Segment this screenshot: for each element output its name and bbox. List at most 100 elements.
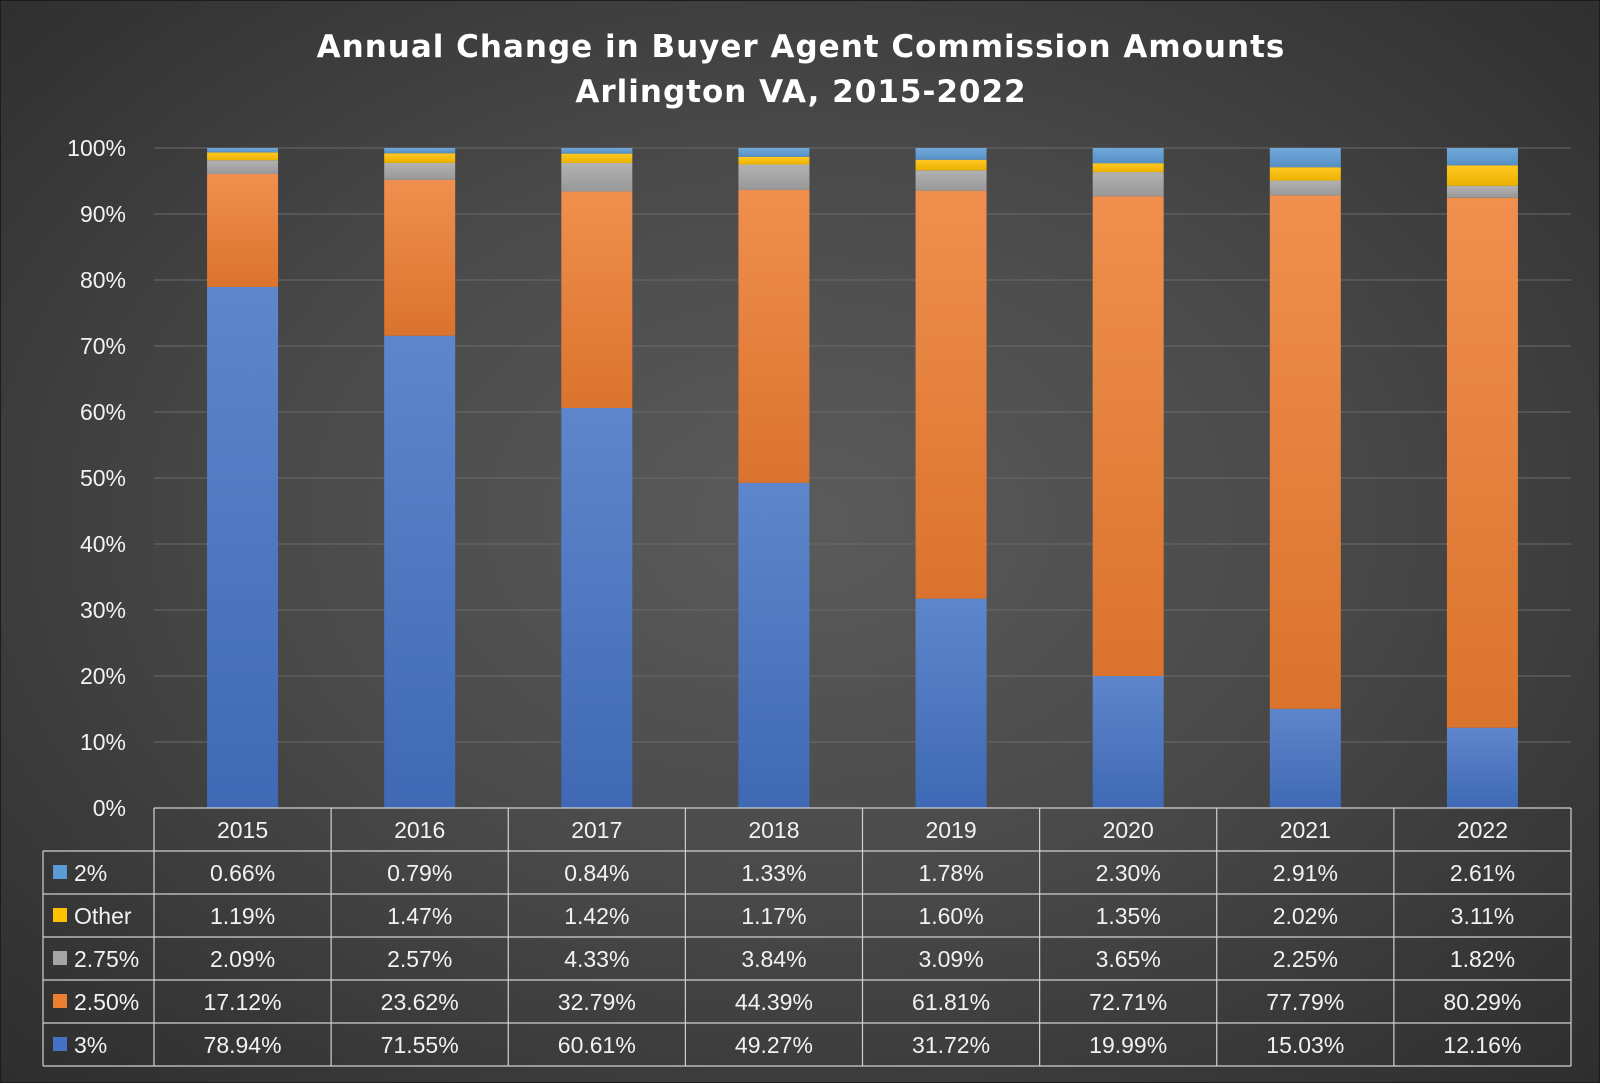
bar-segment-2017-2-50pct (561, 191, 633, 408)
bar-segment-2018-2-75pct (738, 164, 810, 190)
legend-key-2-75pct (53, 951, 67, 965)
x-category-label: 2020 (1103, 817, 1154, 843)
bar-segment-2017-Other (561, 153, 633, 163)
y-tick-label: 10% (80, 729, 126, 755)
bar-segment-2021-2-50pct (1269, 195, 1341, 709)
x-category-label: 2022 (1457, 817, 1508, 843)
data-label: 3.65% (1096, 946, 1161, 972)
data-label: 80.29% (1443, 989, 1521, 1015)
y-tick-label: 0% (93, 795, 126, 821)
data-label: 1.47% (387, 903, 452, 929)
bar-segment-2021-3pct (1269, 708, 1341, 808)
data-label: 4.33% (564, 946, 629, 972)
y-tick-label: 30% (80, 597, 126, 623)
bar-segment-2019-2-75pct (915, 170, 987, 191)
legend-label: 2.75% (74, 946, 139, 972)
bar-segment-2018-2pct (738, 148, 810, 157)
data-label: 49.27% (735, 1032, 813, 1058)
data-label: 1.82% (1450, 946, 1515, 972)
bar-segment-2017-3pct (561, 407, 633, 808)
data-label: 1.17% (741, 903, 806, 929)
bars (207, 148, 1518, 809)
bar-segment-2021-2-75pct (1269, 180, 1341, 196)
data-label: 1.42% (564, 903, 629, 929)
data-label: 71.55% (381, 1032, 459, 1058)
bar-segment-2022-2-50pct (1446, 197, 1518, 728)
x-category-label: 2016 (394, 817, 445, 843)
chart-title: Annual Change in Buyer Agent Commission … (317, 29, 1286, 65)
legend-key-2-50pct (53, 994, 67, 1008)
y-tick-label: 60% (80, 399, 126, 425)
legend-label: 2.50% (74, 989, 139, 1015)
x-category-label: 2015 (217, 817, 268, 843)
x-category-label: 2017 (571, 817, 622, 843)
data-label: 1.78% (918, 860, 983, 886)
bar-segment-2016-3pct (384, 335, 456, 808)
data-label: 60.61% (558, 1032, 636, 1058)
chart-subtitle: Arlington VA, 2015-2022 (575, 74, 1026, 110)
data-label: 3.09% (918, 946, 983, 972)
bar-segment-2022-2pct (1446, 148, 1518, 166)
data-label: 2.91% (1273, 860, 1338, 886)
bar-segment-2019-Other (915, 159, 987, 171)
x-category-label: 2019 (925, 817, 976, 843)
data-label: 2.25% (1273, 946, 1338, 972)
bar-segment-2019-2pct (915, 148, 987, 160)
data-table: 2015 2016 2017 2018 2019 2020 2021 2022 2% 0.66% 0… (42, 807, 1572, 1067)
legend-key-Other (53, 908, 67, 922)
data-label: 19.99% (1089, 1032, 1167, 1058)
bar-segment-2016-Other (384, 153, 456, 163)
legend-key-2pct (53, 865, 67, 879)
bar-segment-2020-2-75pct (1092, 172, 1164, 197)
legend-label: Other (74, 903, 132, 929)
bar-segment-2015-Other (207, 152, 279, 161)
bar-segment-2016-2-50pct (384, 179, 456, 336)
y-tick-label: 100% (67, 135, 126, 161)
y-tick-label: 40% (80, 531, 126, 557)
bar-segment-2019-3pct (915, 598, 987, 808)
y-tick-label: 70% (80, 333, 126, 359)
data-label: 1.35% (1096, 903, 1161, 929)
data-label: 3.11% (1451, 903, 1515, 929)
bar-segment-2018-2-50pct (738, 189, 810, 483)
data-label: 15.03% (1266, 1032, 1344, 1058)
y-tick-label: 50% (80, 465, 126, 491)
bar-segment-2018-Other (738, 156, 810, 165)
bar-segment-2018-3pct (738, 482, 810, 808)
data-label: 12.16% (1443, 1032, 1521, 1058)
data-label: 78.94% (204, 1032, 282, 1058)
legend-label: 2% (74, 860, 107, 886)
data-label: 2.30% (1096, 860, 1161, 886)
data-label: 17.12% (204, 989, 282, 1015)
y-tick-label: 90% (80, 201, 126, 227)
bar-segment-2021-2pct (1269, 148, 1341, 168)
data-label: 3.84% (741, 946, 806, 972)
y-tick-label: 80% (80, 267, 126, 293)
gridlines (154, 147, 1571, 743)
bar-segment-2020-3pct (1092, 676, 1164, 808)
y-axis: 0% 10% 20% 30% 40% 50% 60% 70% 80% 90% 100% (67, 135, 126, 821)
bar-segment-2020-Other (1092, 163, 1164, 173)
bar-segment-2017-2pct (561, 148, 633, 154)
data-label: 0.66% (210, 860, 275, 886)
x-category-label: 2021 (1280, 817, 1331, 843)
bar-segment-2017-2-75pct (561, 162, 633, 192)
bar-segment-2022-Other (1446, 165, 1518, 186)
data-label: 2.09% (210, 946, 275, 972)
bar-segment-2021-Other (1269, 167, 1341, 181)
bar-segment-2020-2-50pct (1092, 196, 1164, 677)
bar-segment-2015-2pct (207, 148, 279, 153)
bar-segment-2015-2-75pct (207, 160, 279, 175)
bar-segment-2022-3pct (1446, 727, 1518, 808)
legend-label: 3% (74, 1032, 107, 1058)
bar-segment-2015-3pct (207, 286, 279, 809)
data-label: 44.39% (735, 989, 813, 1015)
data-label: 2.61% (1450, 860, 1515, 886)
data-label: 61.81% (912, 989, 990, 1015)
y-tick-label: 20% (80, 663, 126, 689)
bar-segment-2016-2pct (384, 148, 456, 154)
data-label: 1.60% (918, 903, 983, 929)
data-label: 0.79% (387, 860, 452, 886)
bar-segment-2015-2-50pct (207, 174, 279, 287)
